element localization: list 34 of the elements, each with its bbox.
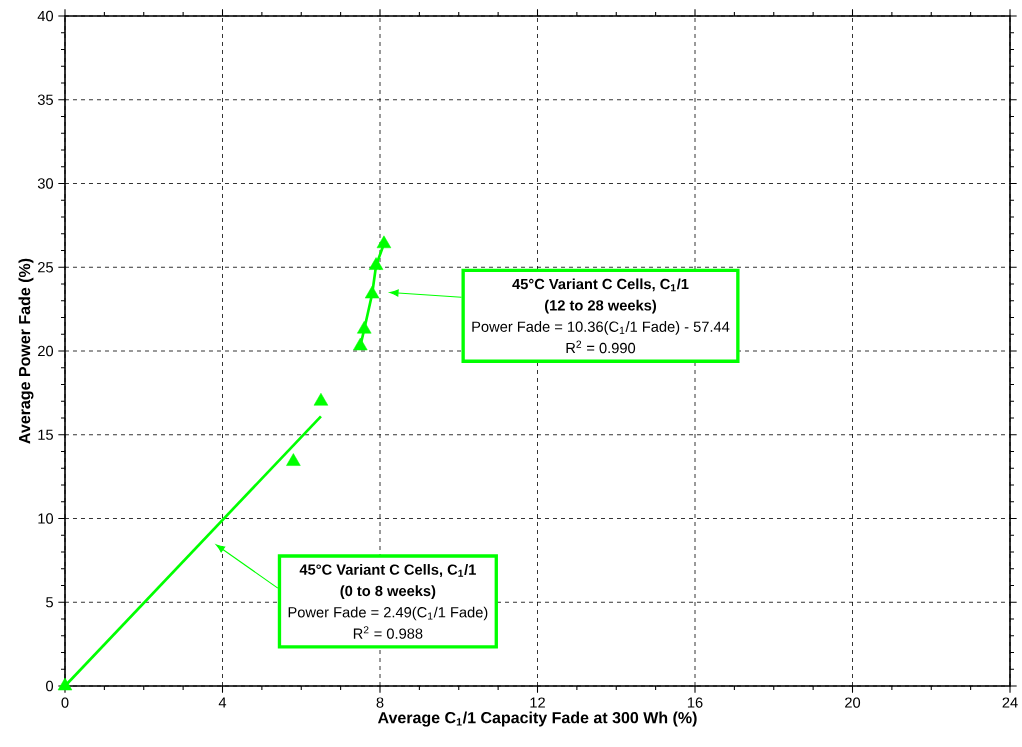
point [357, 320, 372, 334]
x-tick-label: 8 [376, 697, 384, 708]
point [368, 257, 384, 270]
y-tick-label: 10 [38, 513, 54, 524]
annotation: Power Fade = 2.49(C$_{1}$/1 Fade) [288, 606, 488, 621]
y-axis-title: Average Power Fade (%) [18, 258, 34, 444]
point [353, 337, 368, 351]
annotation: 45°C Variant C Cells, C$_{1}$/1 [512, 278, 689, 292]
x-tick-label: 0 [61, 697, 69, 708]
y-tick-label: 40 [37, 10, 54, 22]
y-tick-label: 5 [46, 597, 53, 608]
x-axis-title: Average C$_{1}$/1 Capacity Fade at 300 Wh (%) [377, 711, 697, 727]
y-tick-label: 30 [37, 178, 54, 189]
y-tick-label: 0 [46, 680, 54, 692]
annotation: R$^{2}$ = 0.990 [566, 340, 636, 354]
x-tick-label: 24 [1002, 697, 1018, 708]
point [57, 677, 73, 691]
annotation: Power Fade = 10.36(C$_{1}$/1 Fade) - 57.44 [472, 321, 730, 335]
annotation: (0 to 8 weeks) [340, 585, 436, 600]
y-tick-label: 20 [38, 345, 54, 357]
y-tick-label: 15 [38, 429, 53, 440]
y-tick-label: 35 [37, 94, 53, 105]
y-tick-label: 25 [38, 262, 53, 273]
point [376, 235, 392, 249]
x-tick-label: 20 [845, 697, 861, 708]
x-tick-label: 16 [687, 697, 703, 708]
point [364, 285, 380, 299]
point [313, 392, 329, 406]
annotation: (12 to 28 weeks) [544, 299, 657, 314]
annotation: 45°C Variant C Cells, C$_{1}$/1 [299, 564, 476, 577]
point [286, 453, 301, 466]
x-tick-label: 4 [218, 697, 227, 708]
x-tick-label: 12 [530, 697, 545, 708]
annotation: R$^{2}$ = 0.988 [353, 626, 423, 639]
